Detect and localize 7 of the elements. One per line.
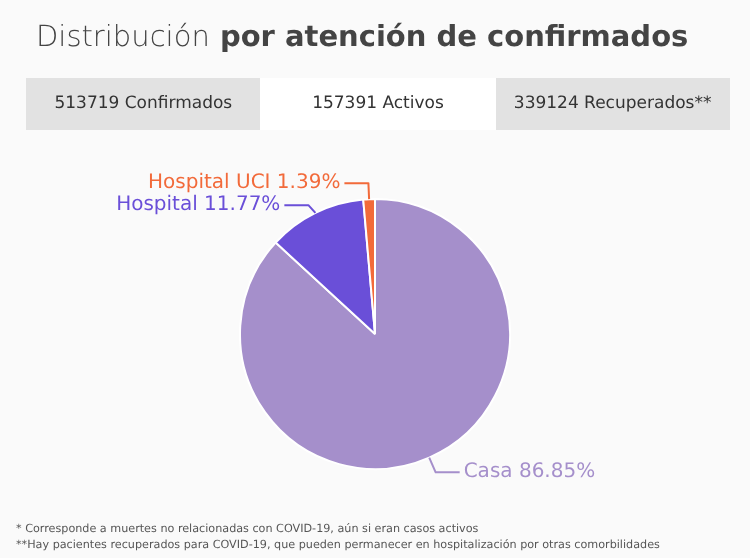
chart-title: Distribución por atención de confirmados bbox=[36, 22, 689, 54]
text: 157391 Activos bbox=[260, 78, 496, 130]
slice-label: Casa 86.85% bbox=[463, 461, 596, 484]
text: 513719 Confirmados bbox=[26, 78, 261, 130]
slice-label: Hospital UCI 1.39% bbox=[148, 172, 341, 195]
slice-label: Hospital 11.77% bbox=[116, 194, 281, 217]
text: 339124 Recuperados** bbox=[495, 78, 730, 130]
